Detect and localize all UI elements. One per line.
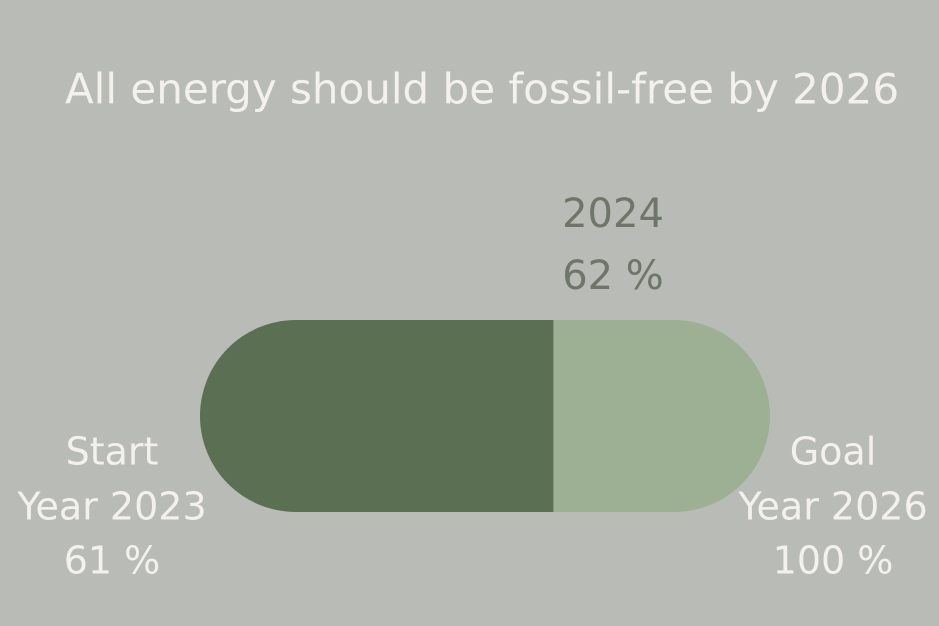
- progress-bar: [200, 320, 770, 512]
- progress-fill: [200, 320, 554, 512]
- goal-value: 100 %: [773, 539, 894, 583]
- goal-year: Year 2026: [737, 485, 927, 529]
- goal-label: Goal: [790, 430, 877, 474]
- start-value: 61 %: [64, 539, 161, 583]
- current-year: 2024: [562, 191, 664, 237]
- title: All energy should be fossil-free by 2026: [65, 65, 899, 114]
- current-value: 62 %: [562, 253, 664, 299]
- start-label: Start: [66, 430, 159, 474]
- start-year: Year 2023: [16, 485, 206, 529]
